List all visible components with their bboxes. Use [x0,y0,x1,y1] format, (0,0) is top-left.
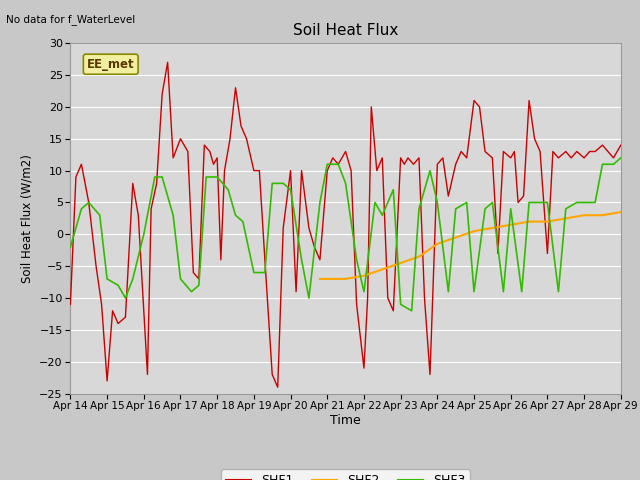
X-axis label: Time: Time [330,414,361,427]
Title: Soil Heat Flux: Soil Heat Flux [293,23,398,38]
Legend: SHF1, SHF2, SHF3: SHF1, SHF2, SHF3 [221,469,470,480]
Y-axis label: Soil Heat Flux (W/m2): Soil Heat Flux (W/m2) [20,154,34,283]
Text: EE_met: EE_met [87,58,134,71]
Text: No data for f_WaterLevel: No data for f_WaterLevel [6,14,136,25]
